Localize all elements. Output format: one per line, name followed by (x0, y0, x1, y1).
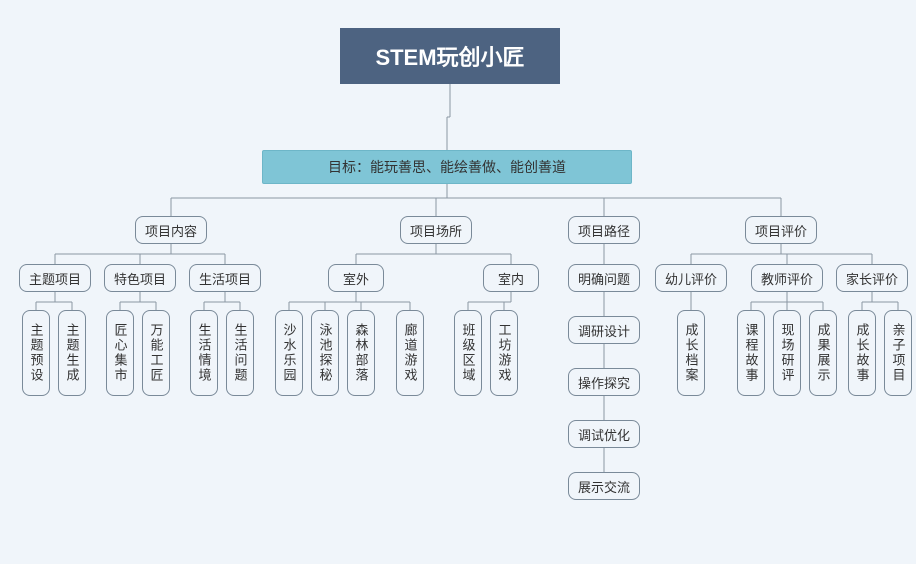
sub-content-1: 特色项目 (104, 264, 176, 292)
category-evaluate: 项目评价 (745, 216, 817, 244)
category-content: 项目内容 (135, 216, 207, 244)
leaf-content-1-1: 万能工匠 (142, 310, 170, 396)
leaf-evaluate-1-1: 现场研评 (773, 310, 801, 396)
leaf-place-0-3: 廊道游戏 (396, 310, 424, 396)
sub-content-0: 主题项目 (19, 264, 91, 292)
sub-content-2: 生活项目 (189, 264, 261, 292)
path-step-1: 操作探究 (568, 368, 640, 396)
sub-evaluate-0: 幼儿评价 (655, 264, 727, 292)
path-step-0: 调研设计 (568, 316, 640, 344)
leaf-content-1-0: 匠心集市 (106, 310, 134, 396)
leaf-evaluate-2-0: 成长故事 (848, 310, 876, 396)
leaf-place-1-0: 班级区域 (454, 310, 482, 396)
leaf-evaluate-1-0: 课程故事 (737, 310, 765, 396)
leaf-place-0-1: 泳池探秘 (311, 310, 339, 396)
sub-evaluate-2: 家长评价 (836, 264, 908, 292)
leaf-place-1-1: 工坊游戏 (490, 310, 518, 396)
path-step-2: 调试优化 (568, 420, 640, 448)
category-place: 项目场所 (400, 216, 472, 244)
leaf-place-0-0: 沙水乐园 (275, 310, 303, 396)
leaf-evaluate-1-2: 成果展示 (809, 310, 837, 396)
leaf-content-0-1: 主题生成 (58, 310, 86, 396)
category-path: 项目路径 (568, 216, 640, 244)
leaf-evaluate-2-1: 亲子项目 (884, 310, 912, 396)
root-node: STEM玩创小匠 (340, 28, 560, 84)
leaf-evaluate-0-0: 成长档案 (677, 310, 705, 396)
goal-node: 目标：能玩善思、能绘善做、能创善道 (262, 150, 632, 184)
leaf-content-2-1: 生活问题 (226, 310, 254, 396)
leaf-content-2-0: 生活情境 (190, 310, 218, 396)
path-step-3: 展示交流 (568, 472, 640, 500)
sub-path-0: 明确问题 (568, 264, 640, 292)
sub-place-0: 室外 (328, 264, 384, 292)
leaf-place-0-2: 森林部落 (347, 310, 375, 396)
sub-place-1: 室内 (483, 264, 539, 292)
leaf-content-0-0: 主题预设 (22, 310, 50, 396)
sub-evaluate-1: 教师评价 (751, 264, 823, 292)
